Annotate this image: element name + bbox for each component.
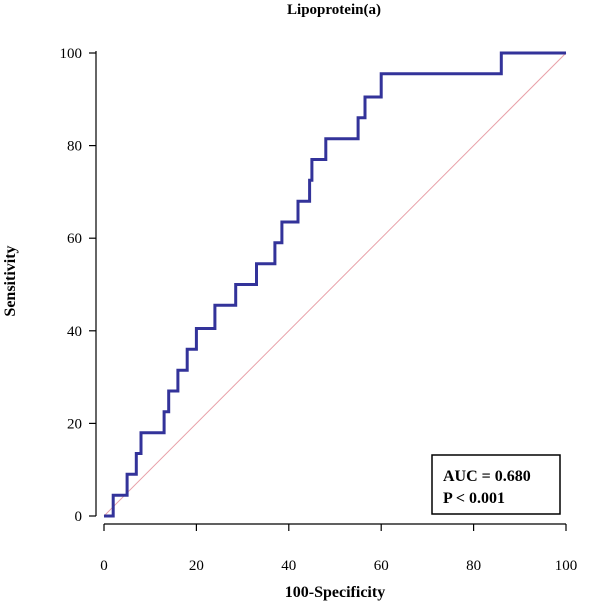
y-axis-ticks: 0 20 40 60 80 100 (60, 46, 96, 525)
y-tick-label: 60 (67, 231, 82, 247)
y-tick-label: 40 (67, 324, 82, 340)
roc-curve-line (104, 51, 566, 518)
auc-value-label: AUC = 0.680 (443, 468, 531, 485)
chart-title: Lipoprotein(a) (287, 2, 381, 18)
x-axis-label: 100-Specificity (285, 584, 385, 601)
y-tick-label: 80 (67, 139, 82, 155)
y-tick-label: 0 (75, 509, 83, 525)
reference-diagonal-line (103, 52, 567, 517)
x-tick-label: 100 (555, 558, 578, 574)
auc-annotation-box: AUC = 0.680 P < 0.001 (431, 454, 561, 515)
y-tick-label: 100 (60, 46, 83, 62)
annotation-border (431, 454, 561, 515)
y-tick-label: 20 (67, 416, 82, 432)
plot-area: 0 20 40 60 80 100 0 20 40 60 80 100 (60, 46, 578, 574)
series-layer (103, 51, 567, 518)
y-axis-label: Sensitivity (2, 245, 19, 316)
x-axis-ticks: 0 20 40 60 80 100 (100, 524, 577, 574)
x-tick-label: 40 (281, 558, 296, 574)
p-value-label: P < 0.001 (443, 490, 505, 507)
x-tick-label: 80 (466, 558, 481, 574)
x-tick-label: 0 (100, 558, 108, 574)
x-tick-label: 60 (374, 558, 389, 574)
x-tick-label: 20 (189, 558, 204, 574)
